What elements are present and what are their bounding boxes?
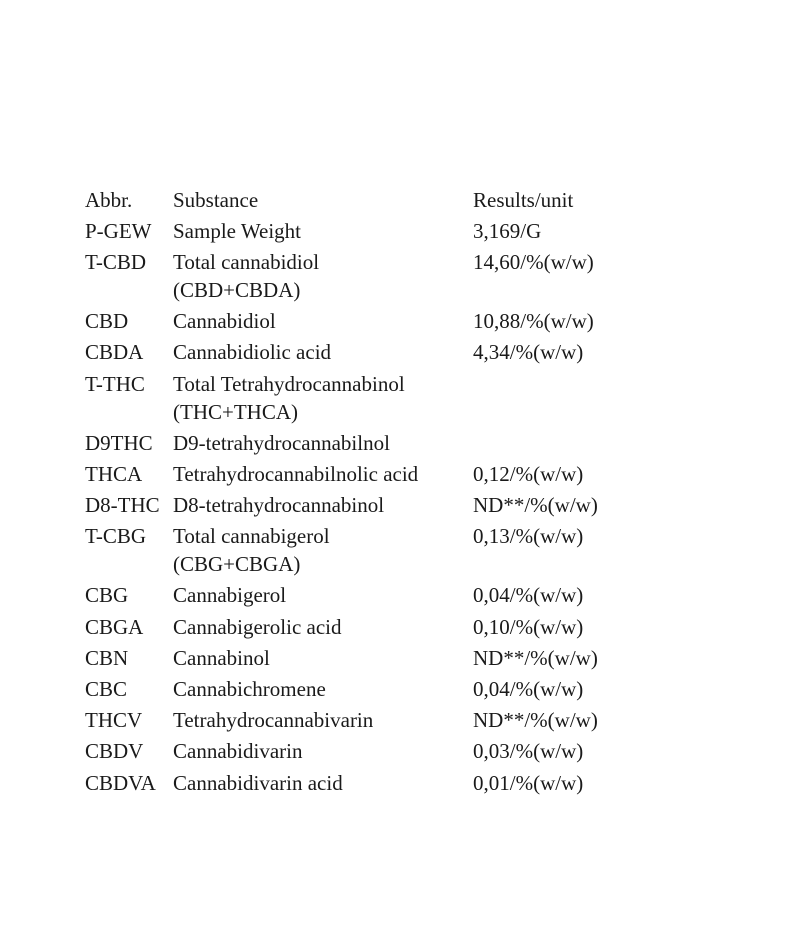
- abbr-cell: THCV: [85, 708, 143, 733]
- substance-cell: Tetrahydrocannabivarin: [173, 708, 374, 733]
- result-cell: 0,12/%(w/w): [473, 461, 584, 486]
- substance-cell: Sample Weight: [173, 218, 301, 243]
- substance-cell: Cannabichromene: [173, 677, 326, 702]
- table-row: CBG Cannabigerol 0,04/%(w/w): [85, 580, 598, 611]
- table-row: CBDVA Cannabidivarin acid 0,01/%(w/w): [85, 767, 598, 798]
- substance-cell: D8-tetrahydrocannabinol: [173, 493, 385, 518]
- abbr-cell: CBDA: [85, 340, 144, 365]
- result-cell: ND**/%(w/w): [473, 645, 598, 670]
- abbr-cell: CBC: [85, 677, 128, 702]
- table-row: CBC Cannabichromene 0,04/%(w/w): [85, 673, 598, 704]
- abbr-cell: D8-THC: [85, 493, 160, 518]
- table-row: THCA Tetrahydrocannabilnolic acid 0,12/%(w…: [85, 458, 598, 489]
- substance-cell: Total Tetrahydrocannabinol (THC+THCA): [173, 371, 405, 424]
- table-row: T-THC Total Tetrahydrocannabinol (THC+THC…: [85, 368, 598, 427]
- result-cell: 3,169/G: [473, 218, 542, 243]
- table-row: D8-THC D8-tetrahydrocannabinol ND**/%(w/w): [85, 490, 598, 521]
- table-row: T-CBD Total cannabidiol (CBD+CBDA) 14,60/%…: [85, 246, 598, 305]
- substance-cell: D9-tetrahydrocannabilnol: [173, 430, 390, 455]
- abbr-cell: T-CBD: [85, 249, 147, 274]
- substance-cell: Cannabidivarin: [173, 739, 303, 764]
- table-header: Abbr. Substance Results/unit: [85, 184, 598, 215]
- abbr-cell: CBD: [85, 309, 129, 334]
- result-cell: 0,10/%(w/w): [473, 614, 584, 639]
- abbr-cell: D9THC: [85, 430, 153, 455]
- table-row: P-GEW Sample Weight 3,169/G: [85, 215, 598, 246]
- substance-cell: Total cannabigerol (CBG+CBGA): [173, 524, 330, 577]
- result-cell: 4,34/%(w/w): [473, 340, 584, 365]
- table-row: D9THC D9-tetrahydrocannabilnol: [85, 427, 598, 458]
- result-cell: 0,04/%(w/w): [473, 583, 584, 608]
- substance-cell: Cannabidiol: [173, 309, 276, 334]
- substance-cell: Cannabinol: [173, 645, 270, 670]
- result-cell: [473, 368, 598, 427]
- substance-cell: Cannabigerolic acid: [173, 614, 342, 639]
- abbr-cell: CBN: [85, 645, 129, 670]
- abbr-cell: T-CBG: [85, 524, 147, 549]
- result-cell: 0,04/%(w/w): [473, 677, 584, 702]
- table-row: CBGA Cannabigerolic acid 0,10/%(w/w): [85, 611, 598, 642]
- result-cell: 10,88/%(w/w): [473, 309, 594, 334]
- abbr-cell: CBDVA: [85, 770, 156, 795]
- table-row: THCV Tetrahydrocannabivarin ND**/%(w/w): [85, 705, 598, 736]
- table-row: T-CBG Total cannabigerol (CBG+CBGA) 0,13/%…: [85, 521, 598, 580]
- results-table: Abbr. Substance Results/unit P-GEW Sample…: [85, 184, 598, 798]
- table-row: CBD Cannabidiol 10,88/%(w/w): [85, 306, 598, 337]
- result-cell: 14,60/%(w/w): [473, 249, 594, 274]
- abbr-cell: CBGA: [85, 614, 144, 639]
- substance-cell: Cannabidiolic acid: [173, 340, 332, 365]
- result-cell: 0,13/%(w/w): [473, 524, 584, 549]
- substance-cell: Total cannabidiol (CBD+CBDA): [173, 249, 320, 302]
- result-cell: [473, 427, 598, 458]
- abbr-cell: P-GEW: [85, 218, 152, 243]
- substance-cell: Cannabidivarin acid: [173, 770, 343, 795]
- header-abbr: Abbr.: [85, 187, 133, 212]
- abbr-cell: CBG: [85, 583, 129, 608]
- abbr-cell: T-THC: [85, 371, 145, 396]
- result-cell: ND**/%(w/w): [473, 493, 598, 518]
- table-row: CBN Cannabinol ND**/%(w/w): [85, 642, 598, 673]
- result-cell: 0,03/%(w/w): [473, 739, 584, 764]
- substance-cell: Tetrahydrocannabilnolic acid: [173, 461, 419, 486]
- result-cell: ND**/%(w/w): [473, 708, 598, 733]
- table-row: CBDA Cannabidiolic acid 4,34/%(w/w): [85, 337, 598, 368]
- substance-cell: Cannabigerol: [173, 583, 287, 608]
- table-row: CBDV Cannabidivarin 0,03/%(w/w): [85, 736, 598, 767]
- header-result: Results/unit: [473, 187, 574, 212]
- header-substance: Substance: [173, 187, 259, 212]
- abbr-cell: THCA: [85, 461, 143, 486]
- abbr-cell: CBDV: [85, 739, 144, 764]
- result-cell: 0,01/%(w/w): [473, 770, 584, 795]
